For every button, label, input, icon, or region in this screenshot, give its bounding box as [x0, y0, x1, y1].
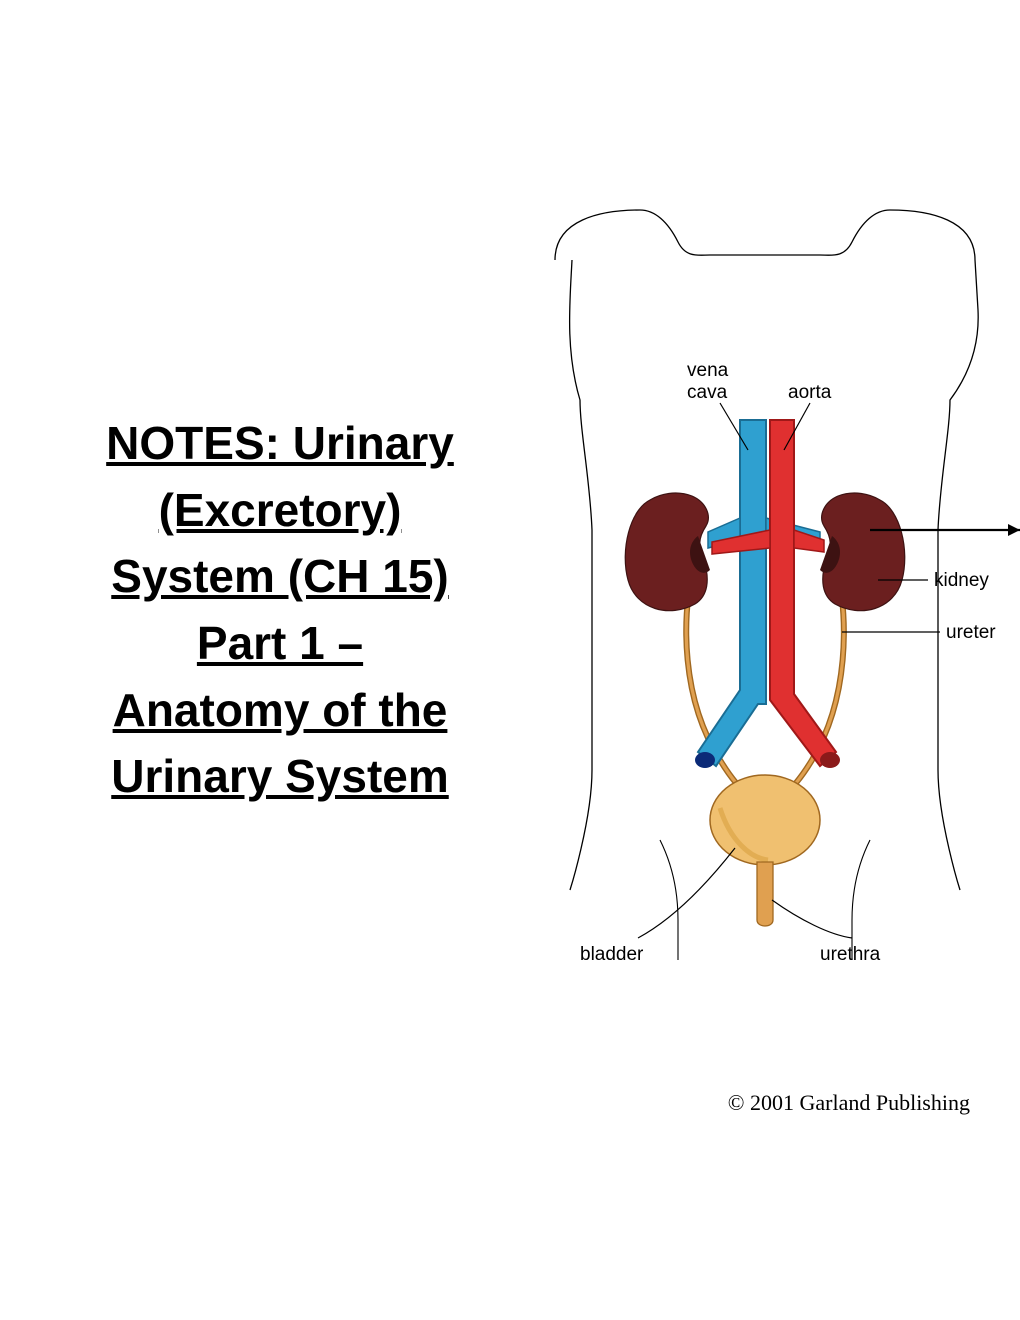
label-kidney: kidney	[934, 570, 989, 591]
title-line-2: (Excretory)	[60, 477, 500, 544]
urinary-diagram: vena cava aorta kidney ureter bladder ur…	[520, 200, 1020, 1020]
label-vena-cava-2: cava	[687, 382, 728, 403]
label-bladder: bladder	[580, 944, 644, 965]
urethra	[757, 862, 773, 926]
title-line-3: System (CH 15)	[60, 543, 500, 610]
title-line-6: Urinary System	[60, 743, 500, 810]
title-line-5: Anatomy of the	[60, 677, 500, 744]
label-aorta: aorta	[788, 382, 832, 403]
leader-urethra	[772, 900, 852, 938]
iliac-vein-tip	[695, 752, 715, 768]
label-ureter: ureter	[946, 622, 996, 643]
title-line-1: NOTES: Urinary	[60, 410, 500, 477]
kidney-arrowhead	[1008, 524, 1020, 536]
title-block: NOTES: Urinary (Excretory) System (CH 15…	[60, 410, 500, 810]
label-urethra: urethra	[820, 944, 881, 965]
vena-cava	[698, 420, 766, 766]
title-line-4: Part 1 –	[60, 610, 500, 677]
copyright-text: © 2001 Garland Publishing	[728, 1090, 970, 1116]
label-vena-cava-1: vena	[687, 360, 729, 381]
iliac-artery-tip	[820, 752, 840, 768]
slide-content: NOTES: Urinary (Excretory) System (CH 15…	[0, 0, 1020, 1020]
leader-bladder	[638, 848, 735, 938]
anatomy-svg: vena cava aorta kidney ureter bladder ur…	[520, 200, 1020, 1020]
